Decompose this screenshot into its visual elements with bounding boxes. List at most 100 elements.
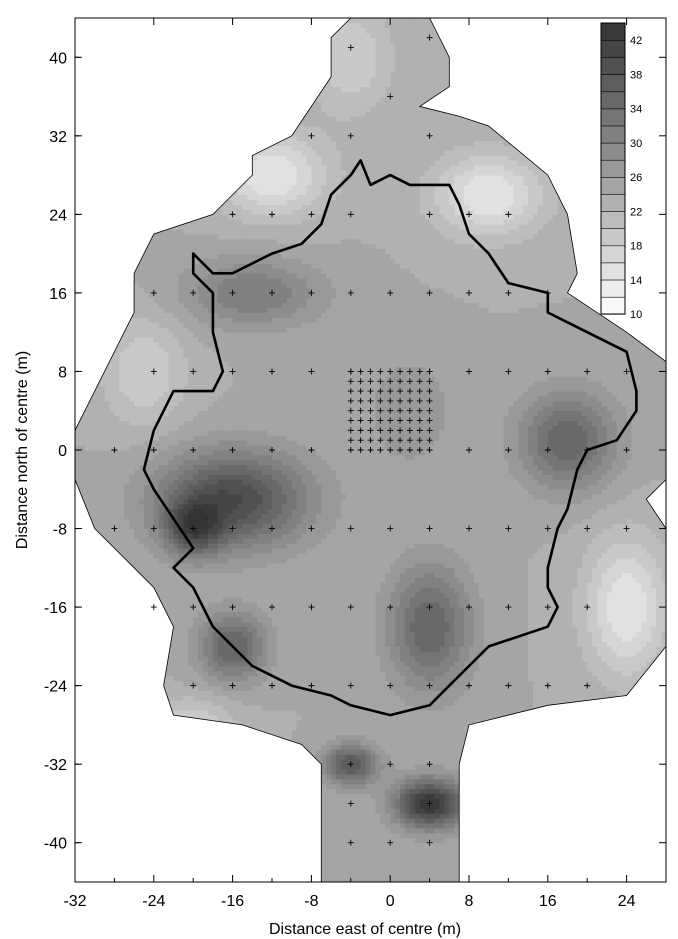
field-cell bbox=[178, 607, 184, 613]
field-cell bbox=[168, 837, 174, 844]
field-cell bbox=[84, 494, 91, 500]
field-cell bbox=[168, 332, 174, 338]
field-cell bbox=[193, 396, 199, 402]
field-cell bbox=[84, 641, 91, 647]
field-cell bbox=[119, 415, 125, 421]
field-cell bbox=[139, 150, 145, 156]
field-cell bbox=[104, 484, 110, 490]
field-cell bbox=[173, 342, 179, 348]
field-cell bbox=[99, 391, 105, 397]
field-cell bbox=[94, 209, 101, 215]
field-cell bbox=[79, 558, 86, 564]
field-cell bbox=[119, 656, 125, 662]
field-cell bbox=[178, 567, 184, 574]
field-cell bbox=[109, 150, 115, 156]
field-cell bbox=[193, 47, 199, 53]
field-cell bbox=[188, 18, 194, 24]
field-cell bbox=[198, 445, 204, 451]
field-cell bbox=[168, 818, 174, 824]
field-cell bbox=[79, 533, 86, 539]
field-cell bbox=[148, 170, 155, 176]
field-cell bbox=[84, 175, 91, 181]
field-cell bbox=[212, 680, 219, 687]
field-cell bbox=[109, 376, 115, 382]
field-cell bbox=[114, 288, 120, 294]
field-cell bbox=[94, 813, 101, 819]
field-cell bbox=[84, 96, 91, 102]
field-cell bbox=[207, 695, 214, 701]
field-cell bbox=[139, 248, 145, 255]
field-cell bbox=[148, 774, 155, 780]
field-cell bbox=[148, 494, 155, 500]
field-cell bbox=[148, 641, 155, 647]
field-cell bbox=[84, 170, 91, 176]
field-cell bbox=[203, 101, 209, 107]
field-cell bbox=[153, 759, 160, 765]
field-cell bbox=[99, 769, 105, 775]
field-cell bbox=[203, 37, 209, 43]
field-cell bbox=[109, 356, 115, 363]
field-cell bbox=[129, 175, 135, 181]
field-cell bbox=[129, 616, 135, 623]
field-cell bbox=[183, 651, 189, 657]
field-cell bbox=[163, 194, 169, 201]
field-cell bbox=[134, 288, 140, 294]
field-cell bbox=[89, 494, 96, 500]
field-cell bbox=[183, 351, 189, 358]
field-cell bbox=[75, 533, 81, 539]
field-cell bbox=[193, 533, 199, 539]
field-cell bbox=[148, 371, 155, 377]
field-cell bbox=[129, 715, 135, 721]
field-cell bbox=[183, 872, 189, 878]
field-cell bbox=[129, 361, 135, 367]
field-cell bbox=[109, 724, 115, 731]
field-cell bbox=[109, 857, 115, 863]
field-cell bbox=[124, 27, 130, 34]
field-cell bbox=[119, 268, 125, 274]
field-cell bbox=[158, 616, 165, 623]
field-cell bbox=[212, 818, 219, 824]
field-cell bbox=[188, 847, 194, 853]
field-cell bbox=[203, 322, 209, 328]
field-cell bbox=[114, 391, 120, 397]
field-cell bbox=[188, 184, 194, 191]
field-cell bbox=[139, 194, 145, 201]
field-cell bbox=[163, 415, 169, 421]
field-cell bbox=[104, 469, 110, 475]
field-cell bbox=[188, 592, 194, 598]
field-cell bbox=[89, 798, 96, 804]
field-cell bbox=[109, 616, 115, 623]
field-cell bbox=[193, 715, 199, 721]
field-cell bbox=[143, 808, 150, 814]
field-cell bbox=[148, 322, 155, 328]
field-cell bbox=[134, 42, 140, 48]
field-cell bbox=[119, 371, 125, 377]
field-cell bbox=[124, 253, 130, 259]
field-cell bbox=[148, 346, 155, 353]
field-cell bbox=[109, 381, 115, 387]
field-cell bbox=[94, 101, 101, 107]
field-cell bbox=[173, 621, 179, 628]
field-cell bbox=[99, 219, 105, 225]
field-cell bbox=[124, 346, 130, 353]
field-cell bbox=[139, 553, 145, 559]
field-cell bbox=[84, 160, 91, 166]
field-cell bbox=[158, 42, 165, 48]
field-cell bbox=[109, 469, 115, 475]
field-cell bbox=[75, 224, 81, 230]
field-cell bbox=[158, 155, 165, 161]
field-cell bbox=[188, 872, 194, 878]
field-cell bbox=[198, 356, 204, 363]
field-cell bbox=[173, 135, 179, 142]
field-cell bbox=[139, 759, 145, 765]
field-cell bbox=[183, 381, 189, 387]
field-cell bbox=[198, 813, 204, 819]
field-cell bbox=[212, 729, 219, 736]
field-cell bbox=[119, 86, 125, 93]
field-cell bbox=[203, 769, 209, 775]
field-cell bbox=[153, 135, 160, 142]
field-cell bbox=[158, 430, 165, 436]
field-cell bbox=[168, 170, 174, 176]
field-cell bbox=[168, 219, 174, 225]
field-cell bbox=[124, 587, 130, 593]
